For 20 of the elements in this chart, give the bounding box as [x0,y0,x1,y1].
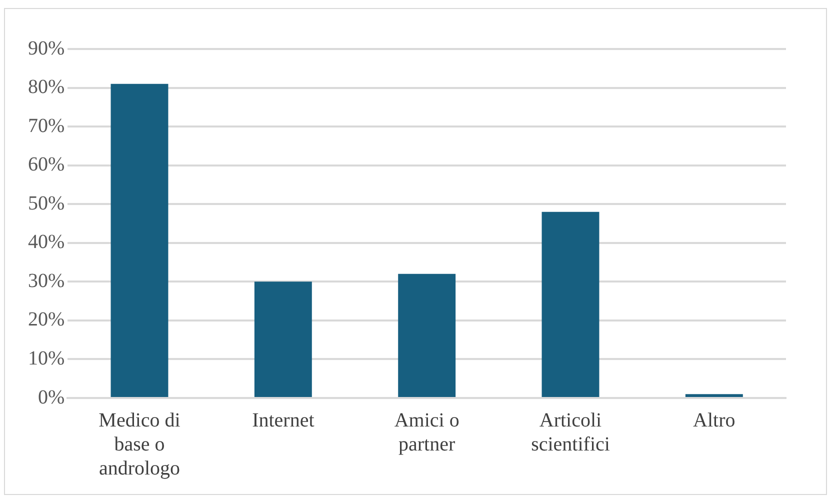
x-tick-label: Altro [693,409,736,432]
y-tick-label: 60% [28,154,65,176]
y-tick-label: 40% [28,231,65,254]
bar [254,282,312,397]
y-tick-label: 50% [28,192,65,214]
bar [110,84,168,397]
bar [542,212,600,397]
bar [685,394,743,397]
y-tick-label: 30% [28,270,65,292]
x-tick-label: Medico di base o andrologo [98,409,181,480]
x-tick-label: Amici o partner [394,409,460,456]
y-tick-label: 70% [28,114,65,137]
y-tick-label: 0% [38,386,65,408]
y-tick-label: 20% [28,308,65,331]
x-tick-label: Articoli scientifici [531,409,610,456]
x-tick-label: Internet [252,409,315,432]
y-tick-label: 90% [28,37,65,60]
bar [398,274,456,397]
y-tick-label: 80% [28,76,65,98]
y-tick-label: 10% [28,347,65,370]
